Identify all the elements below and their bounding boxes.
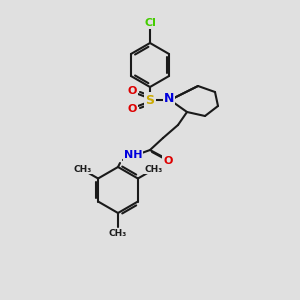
Text: N: N (164, 92, 174, 106)
Text: CH₃: CH₃ (74, 164, 92, 173)
Text: O: O (127, 104, 137, 114)
Text: CH₃: CH₃ (109, 229, 127, 238)
Text: NH: NH (124, 150, 142, 160)
Text: CH₃: CH₃ (144, 164, 162, 173)
Text: Cl: Cl (144, 18, 156, 28)
Text: S: S (146, 94, 154, 106)
Text: O: O (163, 156, 173, 166)
Text: O: O (127, 86, 137, 96)
